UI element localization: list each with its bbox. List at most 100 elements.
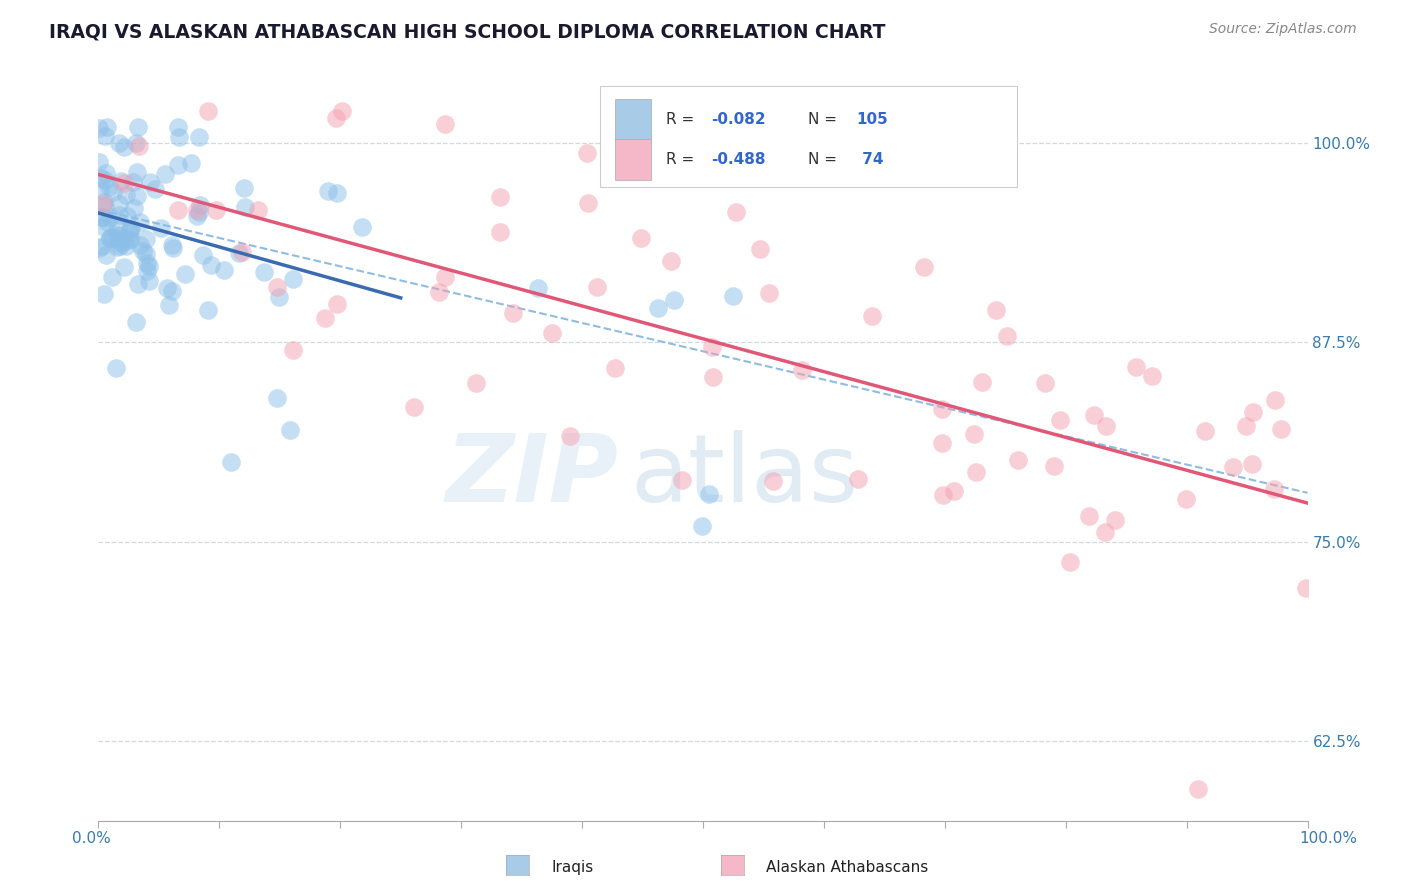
Point <box>330 104 353 119</box>
Point <box>120 221 142 235</box>
Point <box>167 203 190 218</box>
Point <box>605 361 627 376</box>
Point <box>180 155 202 169</box>
Point <box>108 208 131 222</box>
Point <box>1175 492 1198 507</box>
Point <box>118 233 141 247</box>
Point <box>932 488 955 502</box>
Point <box>1033 376 1056 390</box>
Point <box>162 241 184 255</box>
Point <box>135 232 157 246</box>
Text: IRAQI VS ALASKAN ATHABASCAN HIGH SCHOOL DIPLOMA CORRELATION CHART: IRAQI VS ALASKAN ATHABASCAN HIGH SCHOOL … <box>49 22 886 41</box>
Point <box>118 225 141 239</box>
Point <box>110 235 132 250</box>
Point <box>128 139 150 153</box>
Point <box>125 136 148 150</box>
Text: 74: 74 <box>856 152 883 167</box>
Point <box>965 465 987 479</box>
Text: -0.488: -0.488 <box>711 152 766 167</box>
Point <box>963 427 986 442</box>
Point <box>647 301 669 315</box>
Point <box>98 179 121 194</box>
Point <box>278 423 301 437</box>
Point <box>1049 413 1071 427</box>
Point <box>167 129 190 144</box>
Text: Iraqis: Iraqis <box>551 860 593 874</box>
Point <box>465 376 488 390</box>
Point <box>101 186 124 200</box>
Point <box>121 175 143 189</box>
Point <box>671 473 693 487</box>
Point <box>186 203 208 218</box>
Point <box>135 247 157 261</box>
Point <box>188 205 211 219</box>
Point <box>200 258 222 272</box>
Point <box>1125 360 1147 375</box>
Point <box>434 270 457 285</box>
Point <box>427 285 450 300</box>
Point <box>931 435 953 450</box>
Point <box>702 369 724 384</box>
Point <box>108 235 131 249</box>
Point <box>352 220 374 235</box>
Text: 100.0%: 100.0% <box>1299 831 1358 846</box>
Point <box>228 246 250 260</box>
Text: R =: R = <box>665 112 699 128</box>
Point <box>112 176 135 190</box>
Point <box>1095 418 1118 433</box>
Point <box>145 181 167 195</box>
Point <box>155 280 177 294</box>
Point <box>586 280 609 294</box>
Point <box>98 230 121 244</box>
Point <box>233 200 256 214</box>
Point <box>281 272 304 286</box>
Point <box>266 391 288 405</box>
Point <box>93 199 115 213</box>
FancyBboxPatch shape <box>614 99 651 140</box>
Point <box>1083 408 1105 422</box>
Point <box>110 174 132 188</box>
Point <box>89 155 111 169</box>
Point <box>246 203 269 218</box>
Point <box>326 297 349 311</box>
Point <box>1263 482 1285 496</box>
Point <box>326 186 349 200</box>
Point <box>253 265 276 279</box>
Point <box>664 293 686 307</box>
Point <box>1007 453 1029 467</box>
Point <box>502 306 524 320</box>
Point <box>995 329 1018 343</box>
Point <box>167 158 190 172</box>
Point <box>89 183 111 197</box>
Point <box>191 248 214 262</box>
Point <box>433 117 456 131</box>
Point <box>860 309 883 323</box>
Point <box>659 253 682 268</box>
Point <box>127 277 149 292</box>
Point <box>758 286 780 301</box>
Point <box>721 289 744 303</box>
Point <box>129 215 152 229</box>
Point <box>112 232 135 246</box>
Point <box>115 238 138 252</box>
Point <box>94 248 117 262</box>
Point <box>112 260 135 274</box>
Point <box>1241 457 1264 471</box>
Point <box>98 210 121 224</box>
Point <box>107 240 129 254</box>
Point <box>127 120 149 135</box>
Point <box>120 220 142 235</box>
Point <box>188 197 211 211</box>
Point <box>970 375 993 389</box>
Text: 105: 105 <box>856 112 889 128</box>
Point <box>560 428 582 442</box>
Point <box>575 145 598 160</box>
Point <box>1295 582 1317 596</box>
Point <box>186 209 208 223</box>
Point <box>1194 424 1216 438</box>
Point <box>93 219 115 234</box>
Point <box>108 136 131 151</box>
Text: Source: ZipAtlas.com: Source: ZipAtlas.com <box>1209 22 1357 37</box>
Point <box>107 221 129 235</box>
Text: R =: R = <box>665 152 699 167</box>
